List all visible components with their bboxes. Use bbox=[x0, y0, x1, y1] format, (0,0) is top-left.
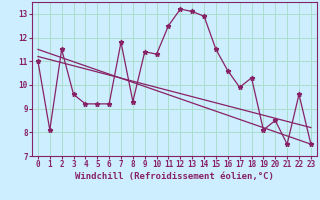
X-axis label: Windchill (Refroidissement éolien,°C): Windchill (Refroidissement éolien,°C) bbox=[75, 172, 274, 181]
